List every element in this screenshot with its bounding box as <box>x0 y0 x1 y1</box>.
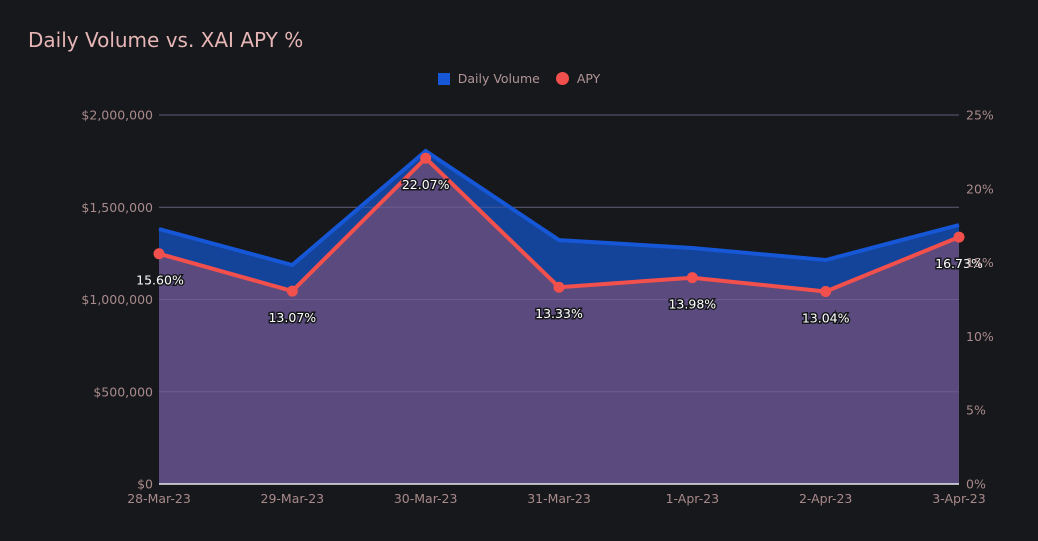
apy-point <box>953 231 965 243</box>
y-left-tick-label: $500,000 <box>93 384 153 399</box>
y-right-tick-label: 5% <box>966 403 986 418</box>
y-left-tick-label: $2,000,000 <box>81 108 153 123</box>
x-tick-label: 31-Mar-23 <box>527 491 591 506</box>
x-tick-label: 29-Mar-23 <box>261 491 325 506</box>
apy-point <box>820 286 832 298</box>
circle-icon <box>555 72 569 85</box>
y-right-tick-label: 15% <box>966 255 994 270</box>
apy-area <box>159 158 959 484</box>
chart-title: Daily Volume vs. XAI APY % <box>28 28 304 52</box>
legend-item-apy[interactable]: APY <box>555 71 601 86</box>
legend-label: Daily Volume <box>457 71 540 86</box>
x-tick-label: 1-Apr-23 <box>666 491 719 506</box>
legend: Daily Volume APY <box>0 71 1038 86</box>
y-right-tick-label: 0% <box>966 477 986 492</box>
y-right-tick-label: 10% <box>966 329 994 344</box>
apy-data-label: 22.07% <box>402 177 450 192</box>
apy-point <box>286 285 298 297</box>
apy-data-label: 16.73% <box>935 256 983 271</box>
series-areas <box>159 114 959 484</box>
y-left-tick-label: $1,500,000 <box>81 200 153 215</box>
apy-data-label: 13.98% <box>668 297 716 312</box>
x-tick-label: 28-Mar-23 <box>127 491 191 506</box>
daily-volume-line <box>158 148 960 268</box>
apy-data-label: 13.07% <box>268 310 316 325</box>
legend-label: APY <box>576 71 601 86</box>
legend-item-daily-volume[interactable]: Daily Volume <box>437 71 540 86</box>
apy-data-label: 13.04% <box>802 311 850 326</box>
x-tick-label: 3-Apr-23 <box>932 491 985 506</box>
axes: $0 $500,000 $1,000,000 $1,500,000 $2,000,000… <box>81 108 993 507</box>
square-icon <box>437 72 450 85</box>
apy-point <box>553 281 565 293</box>
apy-point <box>153 248 165 260</box>
x-tick-label: 30-Mar-23 <box>394 491 458 506</box>
x-tick-label: 2-Apr-23 <box>799 491 852 506</box>
data-labels: 15.60% 13.07% 22.07% 13.33% 13.98% 13.04% 16.7… <box>135 176 985 327</box>
data-points <box>153 152 965 298</box>
y-right-tick-label: 20% <box>966 181 994 196</box>
apy-point <box>686 272 698 284</box>
apy-data-label: 13.33% <box>535 306 583 321</box>
apy-data-label: 15.60% <box>136 273 184 288</box>
y-left-tick-label: $0 <box>137 477 153 492</box>
y-left-tick-label: $1,000,000 <box>81 292 153 307</box>
y-right-tick-label: 25% <box>966 108 994 123</box>
apy-point <box>420 152 432 164</box>
